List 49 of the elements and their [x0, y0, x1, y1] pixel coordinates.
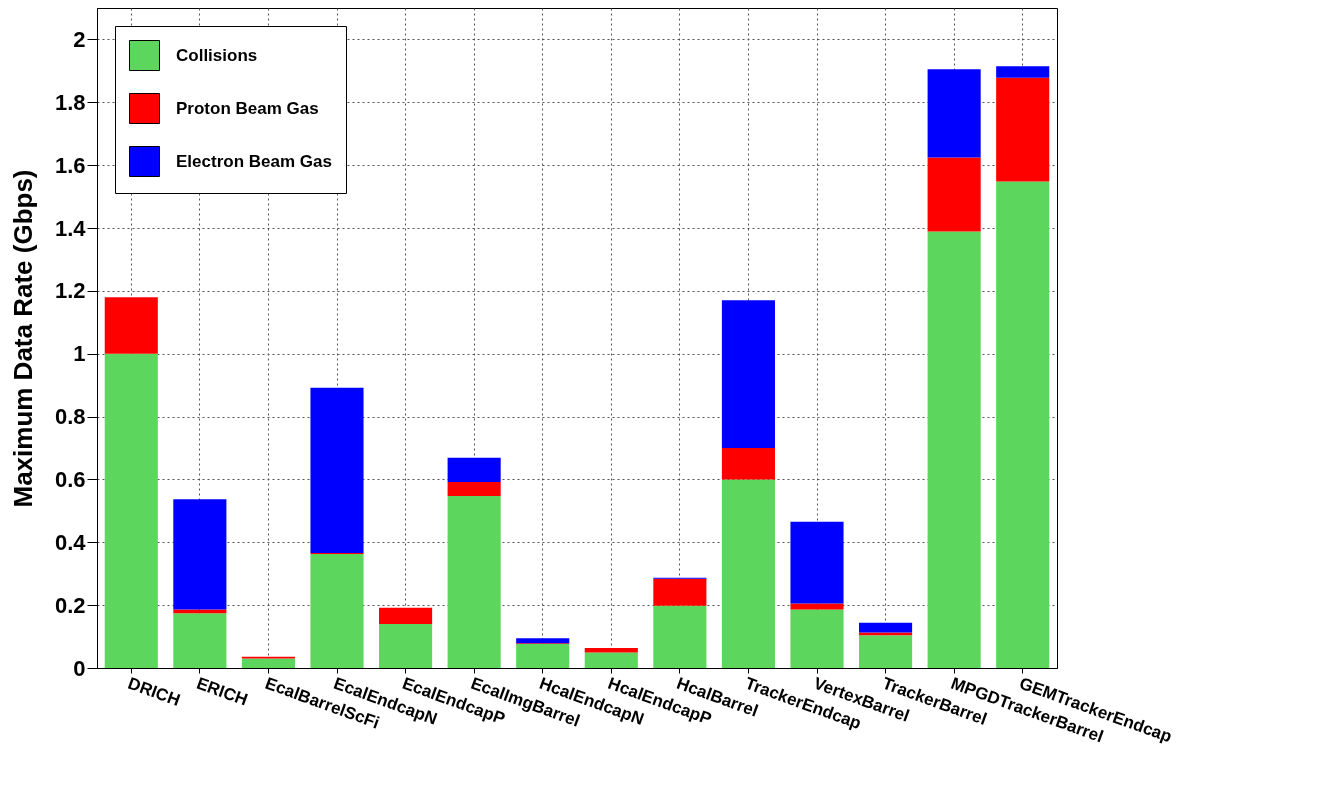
- y-tick-label: 1.8: [54, 89, 86, 115]
- bar: [516, 644, 570, 668]
- y-tick-label: 1.2: [54, 278, 86, 304]
- y-tick-label: 0.8: [54, 404, 86, 430]
- bar: [310, 387, 364, 553]
- legend-label: Collisions: [176, 45, 258, 65]
- bar: [104, 297, 158, 354]
- bar: [927, 69, 981, 158]
- bar: [927, 157, 981, 232]
- bar: [859, 635, 913, 668]
- bar: [584, 652, 638, 668]
- bar: [721, 448, 775, 480]
- bar: [790, 609, 844, 668]
- legend-label: Proton Beam Gas: [176, 98, 319, 118]
- legend-label: Electron Beam Gas: [176, 151, 332, 171]
- bar: [653, 605, 707, 668]
- y-tick-label: 2: [73, 26, 86, 52]
- y-tick-label: 1.6: [54, 152, 86, 178]
- bar: [584, 647, 638, 653]
- y-tick-label: 1: [73, 341, 86, 367]
- bar: [859, 632, 913, 636]
- y-tick-label: 0.4: [54, 529, 87, 555]
- bar: [996, 66, 1050, 78]
- bar: [173, 613, 227, 668]
- bar: [241, 658, 295, 668]
- bar: [859, 622, 913, 633]
- bar: [447, 457, 501, 482]
- bar: [310, 553, 364, 668]
- bar: [790, 521, 844, 604]
- x-tick-label: ERICH: [194, 673, 251, 710]
- bar: [379, 624, 433, 668]
- bar: [790, 603, 844, 610]
- y-axis-title: Maximum Data Rate (Gbps): [7, 169, 38, 508]
- bar: [653, 578, 707, 606]
- bar: [996, 181, 1050, 668]
- y-tick-label: 0: [73, 655, 86, 681]
- y-tick-label: 0.6: [54, 466, 86, 492]
- bar: [447, 481, 501, 497]
- bar: [173, 499, 227, 610]
- bar: [447, 496, 501, 668]
- bar: [721, 300, 775, 448]
- bar: [996, 77, 1050, 182]
- bar: [721, 479, 775, 668]
- y-tick-label: 1.4: [54, 215, 87, 241]
- bar: [379, 607, 433, 624]
- bar: [104, 353, 158, 668]
- bar: [516, 638, 570, 644]
- bar: [927, 231, 981, 668]
- y-tick-label: 0.2: [54, 592, 86, 618]
